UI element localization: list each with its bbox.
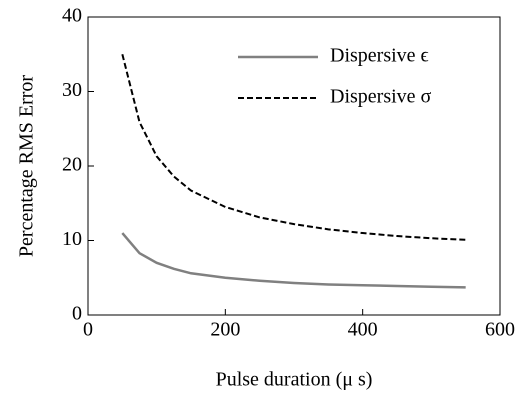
y-tick-label: 0: [72, 303, 82, 325]
x-axis-label: Pulse duration (μ s): [216, 369, 373, 391]
y-axis-label: Percentage RMS Error: [16, 75, 38, 258]
x-tick-label: 200: [210, 319, 240, 341]
legend-label: Dispersive σ: [330, 86, 432, 108]
series-line: [121, 232, 466, 289]
x-tick-label: 600: [485, 319, 515, 341]
plot-frame: [87, 16, 501, 316]
y-tick-label: 10: [62, 228, 82, 250]
x-tick-label: 400: [348, 319, 378, 341]
series-line: [121, 54, 466, 241]
y-tick-label: 30: [62, 79, 82, 101]
x-tick-label: 0: [83, 319, 93, 341]
legend-label: Dispersive ϵ: [330, 45, 429, 67]
y-tick-label: 20: [62, 154, 82, 176]
y-tick-label: 40: [62, 5, 82, 27]
